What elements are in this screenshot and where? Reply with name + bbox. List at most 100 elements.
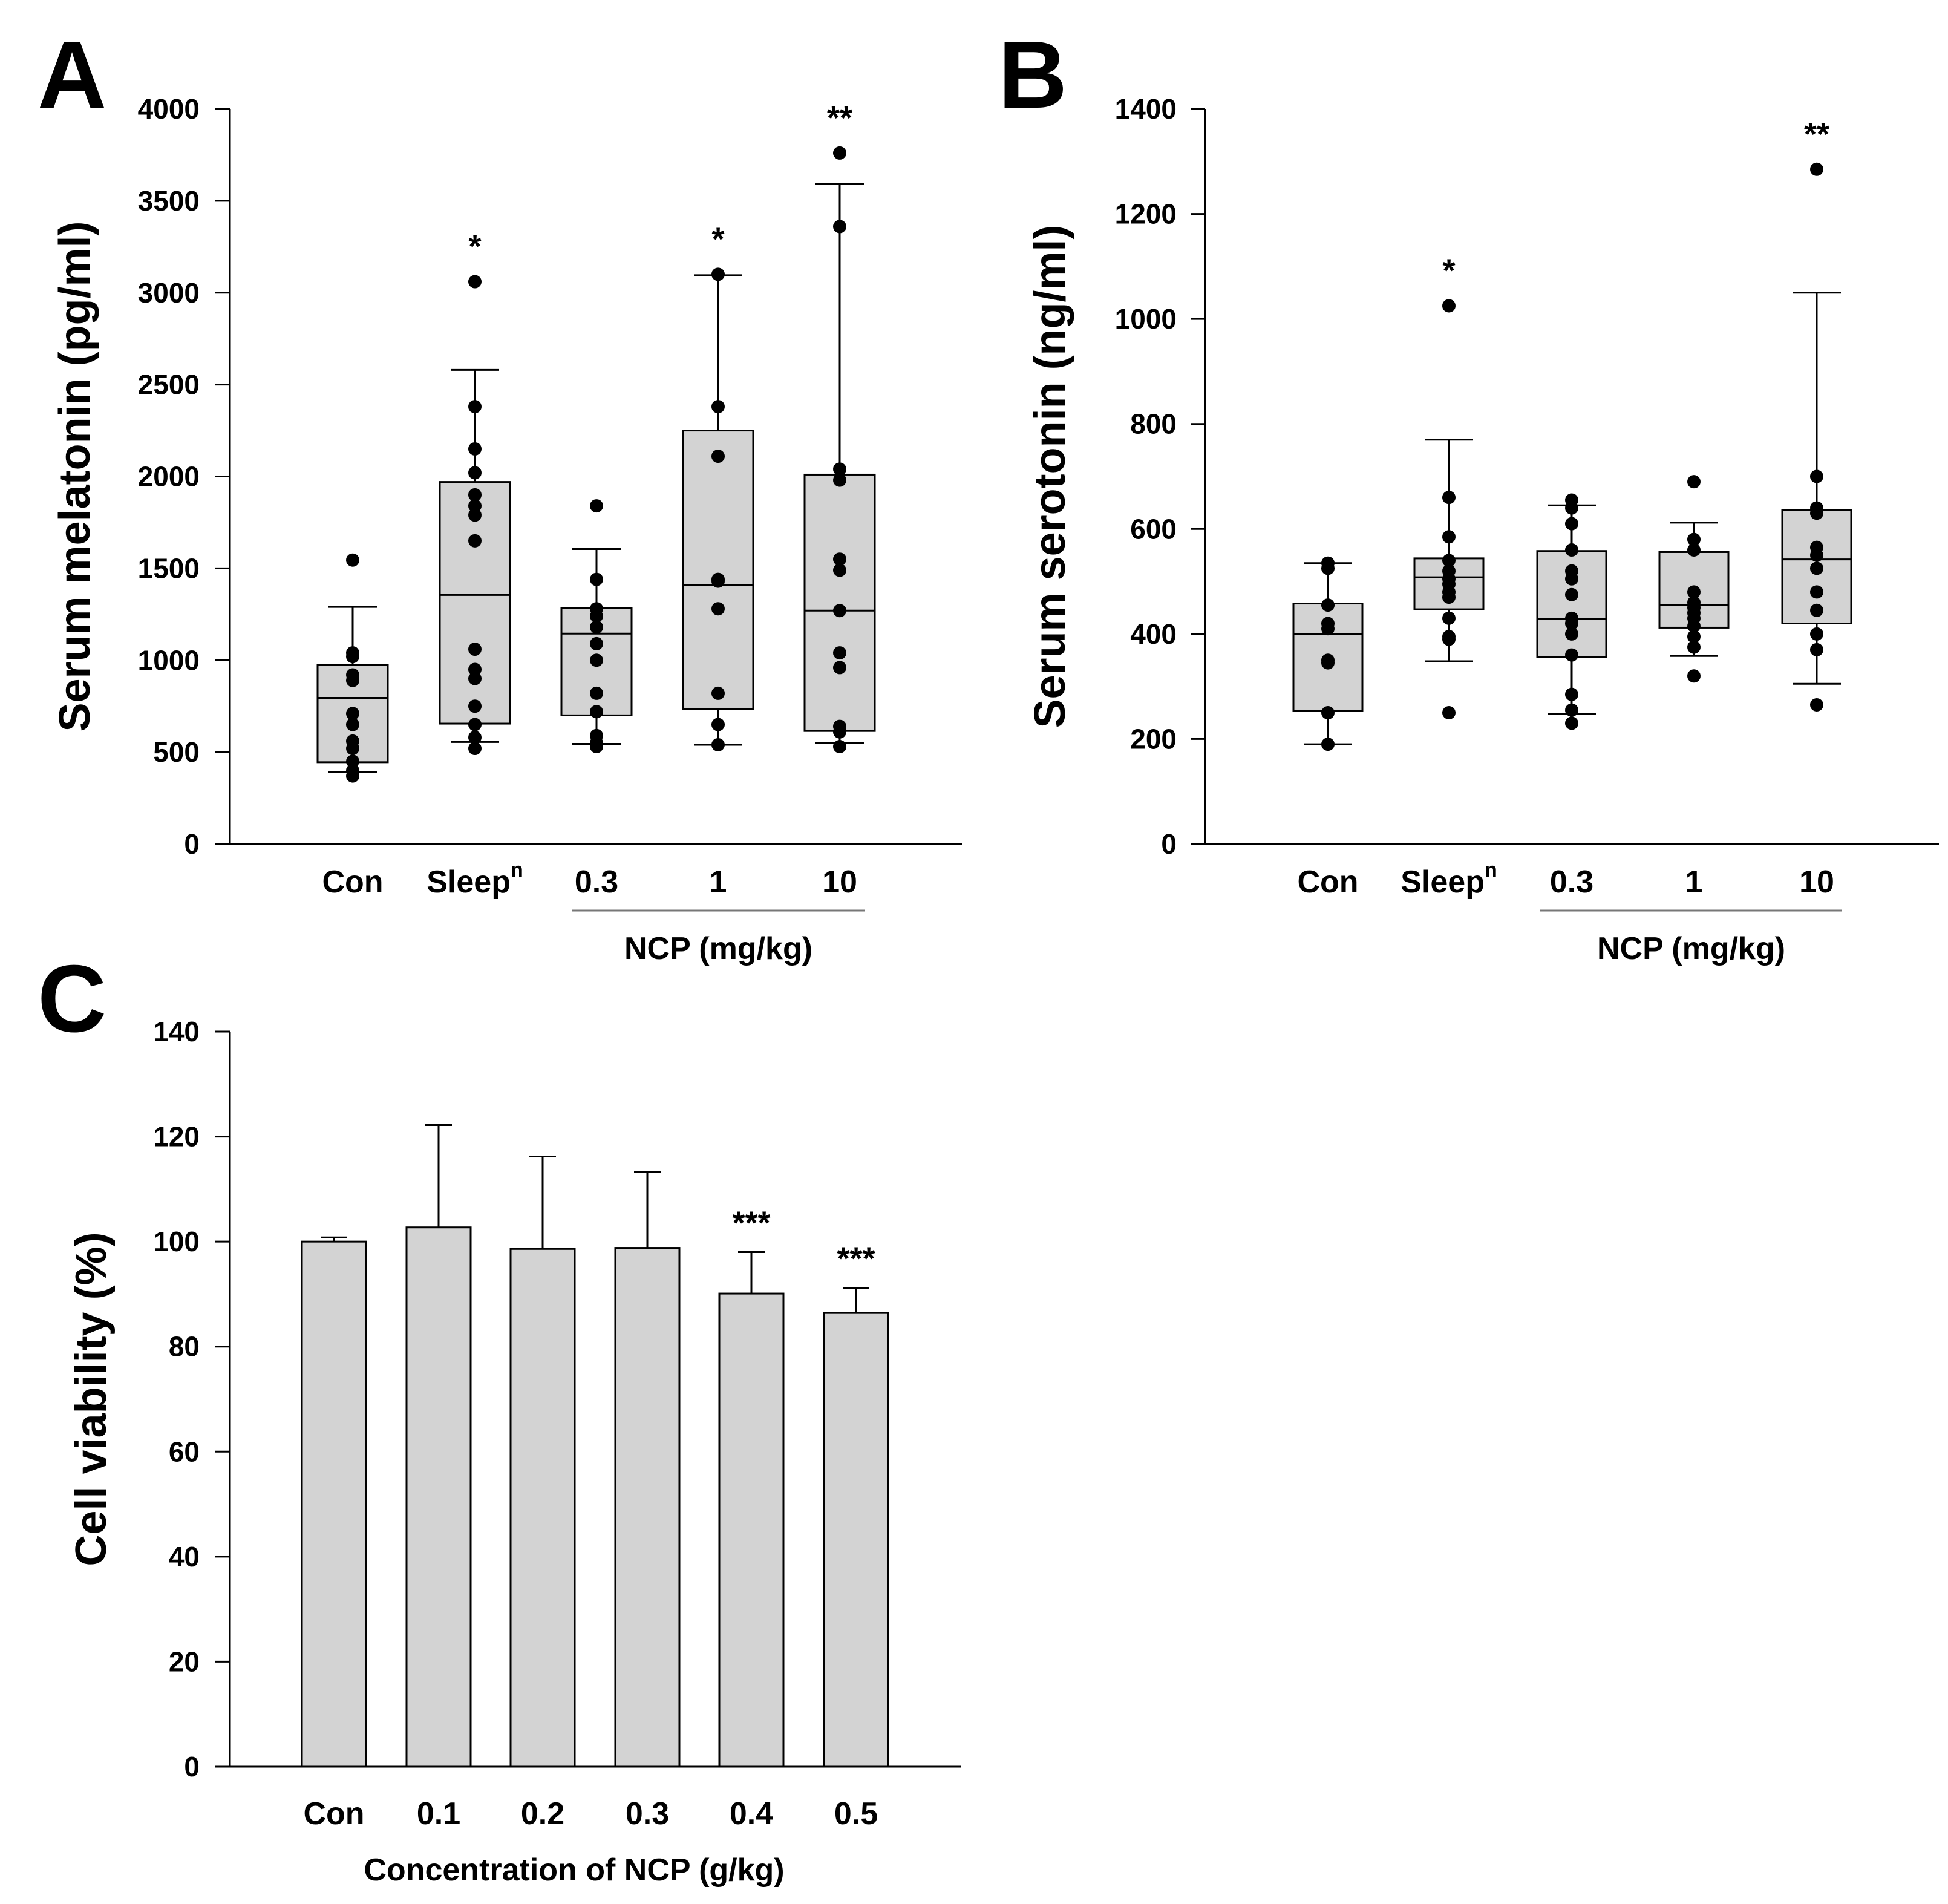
box-iqr (803, 473, 876, 732)
data-point (711, 602, 725, 616)
y-tick-label: 3000 (138, 277, 200, 309)
data-point (1442, 491, 1456, 505)
data-point (1565, 703, 1578, 717)
data-point (1321, 598, 1335, 612)
data-point (1442, 530, 1456, 544)
y-tick-label: 1400 (1115, 93, 1177, 125)
x-tick-label-text: 0.5 (834, 1796, 878, 1831)
box-group (1292, 556, 1364, 751)
significance-marker: * (711, 221, 724, 257)
data-point (346, 718, 359, 731)
data-point (590, 609, 603, 623)
x-tick-label-superscript: n (511, 859, 523, 882)
box-group (1658, 475, 1730, 683)
bar (405, 1226, 472, 1768)
data-point (590, 572, 603, 586)
x-tick-label-text: 1 (1685, 865, 1703, 900)
bar (614, 1247, 681, 1768)
x-tick-label: Con (1297, 865, 1358, 900)
x-tick-label: 10 (822, 865, 857, 900)
data-point (346, 650, 359, 664)
data-point (1810, 469, 1823, 483)
group-label: NCP (mg/kg) (1597, 931, 1785, 966)
data-point (468, 488, 482, 502)
data-point (1810, 506, 1823, 520)
data-point (468, 400, 482, 414)
data-point (1810, 698, 1823, 712)
x-tick-label-text: Sleep (1401, 865, 1485, 900)
data-point (1810, 603, 1823, 617)
data-point (833, 740, 846, 754)
data-point (1321, 622, 1335, 636)
y-tick-label: 1200 (1115, 198, 1177, 230)
x-tick-label: 10 (1799, 865, 1834, 900)
bar (509, 1248, 576, 1768)
x-tick-label-text: 0.4 (730, 1796, 773, 1831)
data-point (1565, 648, 1578, 662)
data-point (833, 646, 846, 660)
x-tick-label-text: Con (322, 865, 383, 900)
data-point (468, 730, 482, 744)
data-point (1810, 561, 1823, 575)
data-point (1565, 517, 1578, 531)
panel-letter: C (38, 946, 106, 1052)
box-group (1781, 162, 1852, 712)
y-tick-label: 0 (184, 1751, 200, 1782)
x-tick-label: 0.3 (626, 1796, 669, 1831)
data-point (1687, 619, 1701, 633)
data-point (346, 754, 359, 768)
panel-b: 0 200 400 600 800 1000 1200 1400 Serum serotonin… (998, 22, 1939, 966)
y-axis-title: Cell viability (%) (67, 1232, 116, 1566)
data-point (1321, 706, 1335, 720)
bar (301, 1240, 367, 1768)
data-point (468, 275, 482, 289)
data-point (468, 742, 482, 756)
box-group (803, 146, 876, 754)
data-point (711, 574, 725, 588)
data-point (1687, 640, 1701, 654)
bar (823, 1312, 889, 1768)
y-tick-label: 500 (153, 736, 200, 768)
x-tick-label: 0.5 (834, 1796, 878, 1831)
panel-a: 0 500 1000 1500 2000 2500 3000 3500 4000 Serum me… (38, 22, 962, 966)
data-point (833, 661, 846, 675)
data-point (1442, 299, 1456, 313)
x-tick-label: 0.1 (417, 1796, 460, 1831)
x-tick-label-text: 0.1 (417, 1796, 460, 1831)
y-tick-label: 1000 (138, 644, 200, 676)
data-point (590, 686, 603, 700)
data-point (711, 450, 725, 463)
y-tick-label: 4000 (138, 93, 200, 125)
data-point (1565, 587, 1578, 601)
x-tick-label: Sleepn (427, 859, 523, 900)
y-tick-label: 400 (1130, 618, 1177, 650)
data-point (1687, 532, 1701, 546)
x-tick-label-text: 10 (822, 865, 857, 900)
data-point (346, 673, 359, 687)
x-tick-label: 0.4 (730, 1796, 773, 1831)
data-point (1442, 706, 1456, 720)
data-point (1442, 632, 1456, 646)
data-point (468, 508, 482, 522)
data-point (1442, 591, 1456, 604)
data-point (1810, 643, 1823, 656)
x-tick-label: Con (303, 1796, 364, 1831)
data-point (468, 699, 482, 713)
data-point (1810, 548, 1823, 562)
data-point (468, 442, 482, 456)
data-point (1687, 585, 1701, 599)
data-point (1565, 501, 1578, 515)
data-point (590, 499, 603, 513)
y-axis-title: Serum melatonin (pg/ml) (51, 221, 99, 731)
data-point (833, 604, 846, 618)
y-tick-label: 2000 (138, 461, 200, 492)
x-tick-label: 0.2 (521, 1796, 564, 1831)
significance-marker: *** (837, 1241, 875, 1277)
y-tick-label: 60 (169, 1436, 200, 1467)
group-label: NCP (mg/kg) (624, 931, 812, 966)
x-tick-label-text: 0.3 (575, 865, 618, 900)
data-point (833, 462, 846, 476)
box-group (1536, 493, 1607, 730)
data-point (1565, 543, 1578, 557)
